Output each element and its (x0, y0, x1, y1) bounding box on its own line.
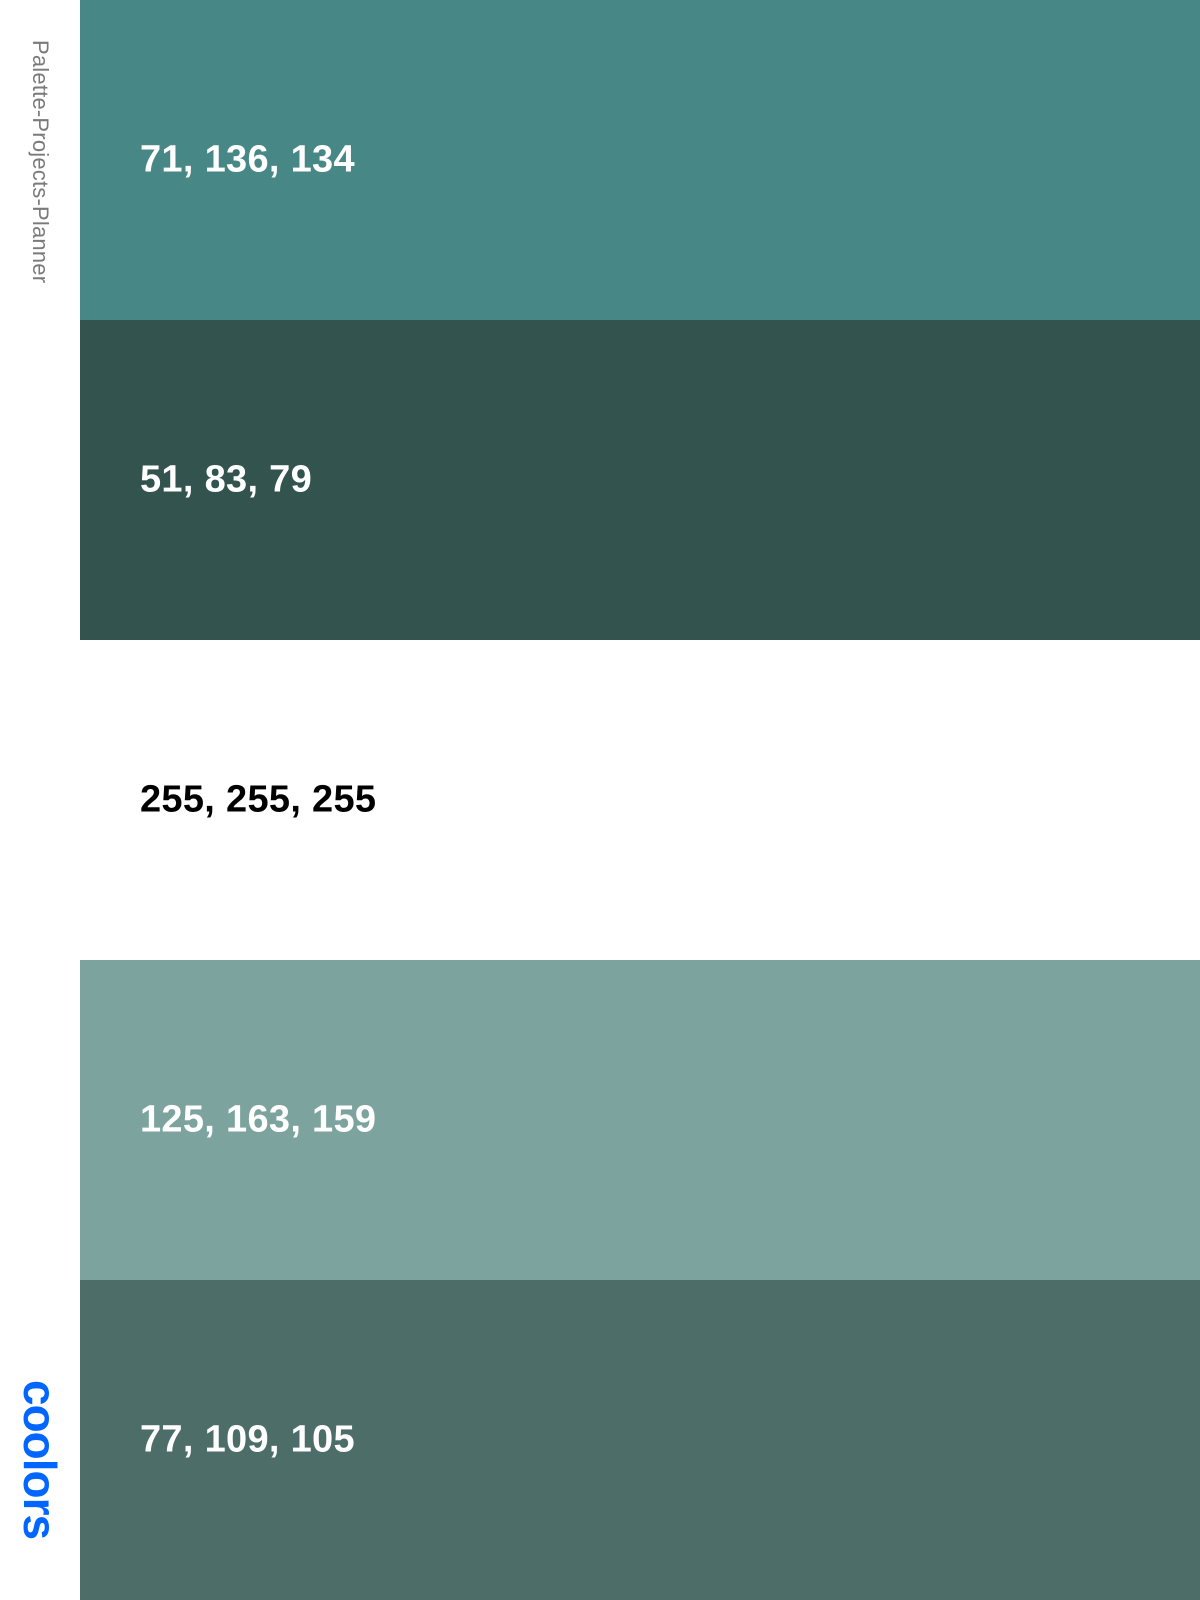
palette-swatches: 71, 136, 134 51, 83, 79 255, 255, 255 12… (80, 0, 1200, 1600)
color-swatch-3[interactable]: 255, 255, 255 (80, 640, 1200, 960)
swatch-rgb-label: 71, 136, 134 (140, 138, 355, 181)
swatch-rgb-label: 125, 163, 159 (140, 1098, 377, 1141)
color-swatch-2[interactable]: 51, 83, 79 (80, 320, 1200, 640)
swatch-rgb-label: 51, 83, 79 (140, 458, 313, 501)
swatch-rgb-label: 77, 109, 105 (140, 1418, 355, 1461)
sidebar: Palette-Projects-Planner coolors (0, 0, 80, 1600)
swatch-rgb-label: 255, 255, 255 (140, 778, 377, 821)
color-swatch-5[interactable]: 77, 109, 105 (80, 1280, 1200, 1600)
color-swatch-4[interactable]: 125, 163, 159 (80, 960, 1200, 1280)
palette-title-text: Palette-Projects-Planner (28, 40, 53, 284)
color-swatch-1[interactable]: 71, 136, 134 (80, 0, 1200, 320)
coolors-logo-text: coolors (14, 1380, 66, 1540)
